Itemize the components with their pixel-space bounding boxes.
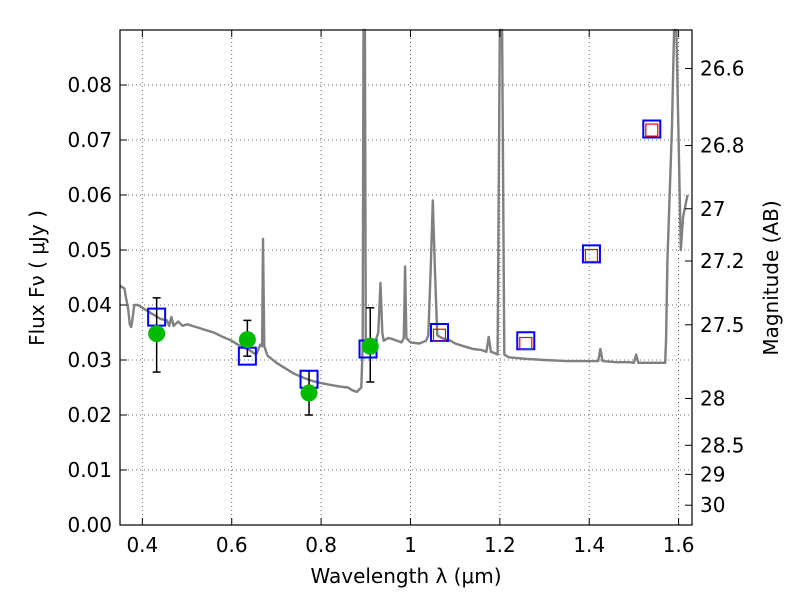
x-tick-label: 0.6	[216, 533, 248, 557]
right-tick-label: 27.5	[700, 313, 745, 337]
y-tick-label: 0.00	[67, 513, 112, 537]
right-tick-label: 30	[700, 493, 725, 517]
model-spectrum-line	[119, 28, 689, 394]
x-tick-label: 1.6	[663, 533, 695, 557]
spectrum-layer	[119, 28, 689, 394]
right-tick-label: 29	[700, 462, 725, 486]
right-tick-label: 27	[700, 197, 725, 221]
y-tick-label: 0.07	[67, 128, 112, 152]
observed-point	[148, 325, 166, 343]
right-tick-label: 26.6	[700, 57, 745, 81]
y-axis-label: Flux Fν ( μJy )	[25, 210, 49, 346]
x-tick-label: 0.4	[126, 533, 158, 557]
x-tick-label: 1	[404, 533, 417, 557]
observed-point	[238, 331, 256, 349]
model-photometry-inner-square	[519, 336, 533, 351]
y-tick-label: 0.03	[67, 348, 112, 372]
plot-frame	[119, 29, 693, 526]
model-photometry-inner-square	[645, 123, 659, 137]
right-tick-label: 28	[700, 387, 725, 411]
tick-label-layer: 0.4 0.6 0.8 1 1.2 1.4 1.6 0.00 0.01 0.02 0.03 0.04 0…	[67, 57, 744, 558]
y-tick-label: 0.05	[67, 238, 112, 262]
right-tick-label: 26.8	[700, 134, 745, 158]
y-tick-label: 0.01	[67, 458, 112, 482]
model-photometry-square	[642, 119, 662, 139]
observed-point	[361, 337, 379, 355]
x-tick-label: 0.8	[305, 533, 337, 557]
right-tick-label: 28.5	[700, 433, 745, 457]
model-photometry-inner-square	[432, 328, 447, 342]
right-axis-label: Magnitude (AB)	[759, 200, 783, 355]
y-tick-label: 0.02	[67, 403, 112, 427]
x-tick-label: 1.2	[484, 533, 516, 557]
y-tick-label: 0.08	[67, 73, 112, 97]
model-photometry-square	[581, 244, 601, 264]
y-tick-label: 0.06	[67, 183, 112, 207]
x-axis-label: Wavelength λ (μm)	[310, 564, 501, 588]
model-photometry-inner-square	[584, 248, 599, 263]
y-tick-label: 0.04	[67, 293, 112, 317]
right-tick-label: 27.2	[700, 249, 745, 273]
x-tick-label: 1.4	[573, 533, 605, 557]
observed-point	[300, 384, 318, 402]
marker-layer	[147, 119, 662, 416]
